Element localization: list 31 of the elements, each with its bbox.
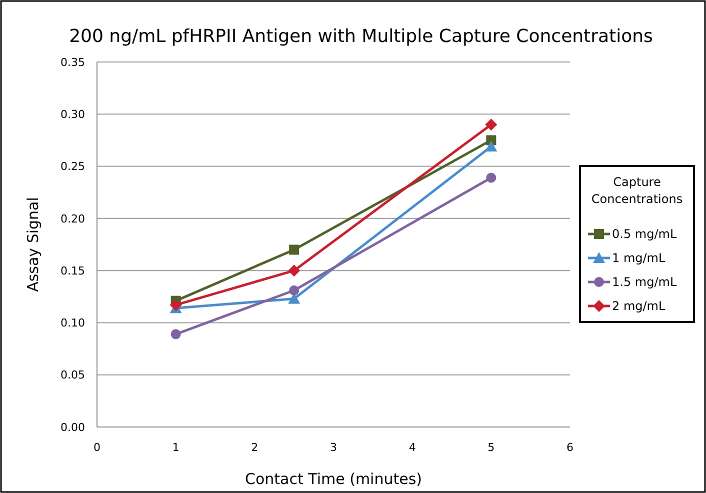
legend-label: 2 mg/mL — [612, 299, 666, 314]
point — [170, 329, 181, 340]
x-tick-label: 1 — [172, 441, 180, 454]
x-tick-label: 3 — [330, 441, 337, 454]
x-axis-title: Contact Time (minutes) — [244, 470, 422, 488]
y-axis-title: Assay Signal — [24, 197, 42, 292]
legend-label: 0.5 mg/mL — [612, 227, 677, 242]
y-tick-label: 0.20 — [60, 212, 85, 226]
point — [170, 298, 182, 311]
y-tick-label: 0.30 — [60, 108, 85, 121]
point — [289, 285, 300, 296]
x-tick-label: 4 — [408, 441, 416, 454]
y-tick-label: 0.15 — [60, 264, 85, 278]
y-tick-label: 0.25 — [60, 160, 85, 174]
point — [486, 172, 496, 183]
point — [289, 244, 300, 255]
y-tick-label: 0.05 — [60, 368, 85, 382]
x-tick-label: 6 — [566, 441, 574, 454]
point — [485, 118, 498, 131]
x-tick-label: 0 — [94, 441, 100, 454]
y-tick-label: 0.10 — [60, 316, 85, 330]
y-tick-label: 0.00 — [60, 420, 85, 434]
chart-title: 200 ng/mL pfHRPII Antigen with Multiple Capture Concentrations — [69, 26, 653, 47]
legend-label: 1.5 mg/mL — [612, 275, 677, 290]
point — [288, 264, 300, 277]
legend-title: Capture Concentrations — [591, 175, 683, 206]
y-tick-label: 0.35 — [60, 56, 85, 69]
point — [485, 140, 498, 152]
x-tick-label: 2 — [251, 441, 258, 454]
legend-label: 1 mg/mL — [612, 251, 666, 266]
x-tick-label: 5 — [488, 441, 495, 454]
